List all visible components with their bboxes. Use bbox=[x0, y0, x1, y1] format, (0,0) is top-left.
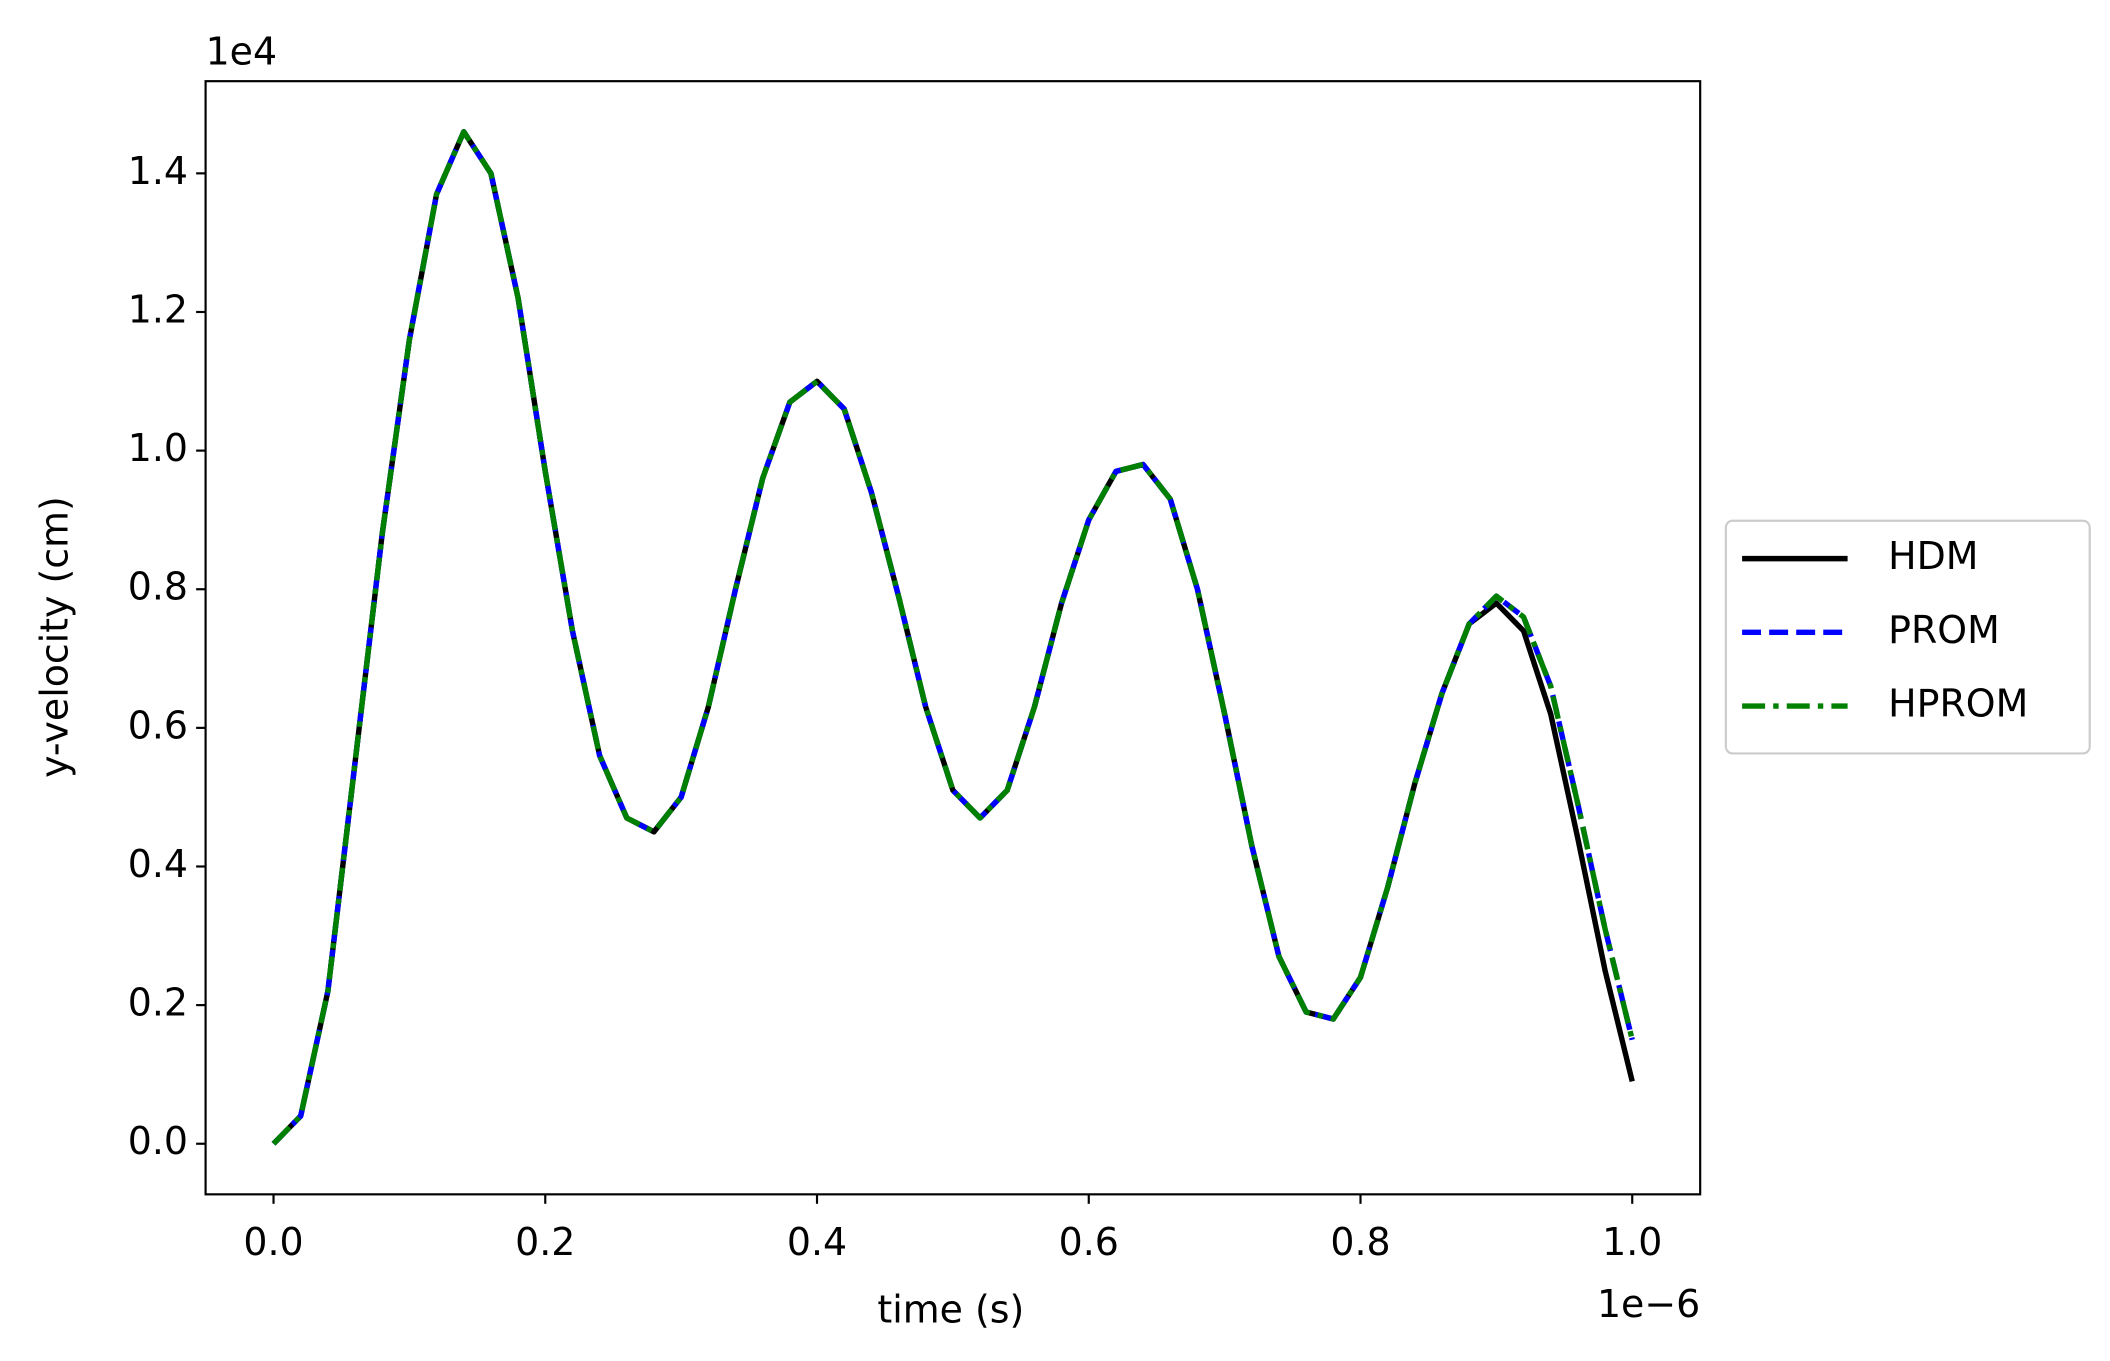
x-tick-label: 0.2 bbox=[515, 1220, 575, 1264]
line-series bbox=[271, 129, 1635, 1146]
legend-box bbox=[1724, 519, 2091, 755]
y-tick-label: 1.0 bbox=[128, 426, 188, 470]
plot-frame bbox=[204, 80, 1702, 1196]
y-tick-label: 0.2 bbox=[128, 981, 188, 1025]
x-tick-label: 0.4 bbox=[787, 1220, 847, 1264]
legend-label: HDM bbox=[1888, 534, 1978, 578]
x-axis-label: time (s) bbox=[877, 1288, 1024, 1332]
y-tick-label: 0.8 bbox=[128, 565, 188, 609]
y-tick-label: 1.4 bbox=[128, 149, 188, 193]
x-tick-label: 1.0 bbox=[1602, 1220, 1662, 1264]
y-axis-label: y-velocity (cm) bbox=[32, 496, 76, 778]
x-tick-label: 0.6 bbox=[1059, 1220, 1119, 1264]
y-tick-label: 0.4 bbox=[128, 842, 188, 886]
y-offset-label: 1e4 bbox=[206, 30, 277, 74]
line-series bbox=[271, 129, 1635, 1146]
y-tick-label: 0.0 bbox=[128, 1119, 188, 1163]
legend-label: PROM bbox=[1888, 608, 2000, 652]
x-offset-label: 1e−6 bbox=[1597, 1282, 1700, 1326]
x-tick-label: 0.0 bbox=[243, 1220, 303, 1264]
y-tick-label: 1.2 bbox=[128, 287, 188, 331]
x-tick-label: 0.8 bbox=[1330, 1220, 1390, 1264]
line-series bbox=[271, 129, 1635, 1146]
y-tick-label: 0.6 bbox=[128, 703, 188, 747]
legend-label: HPROM bbox=[1888, 682, 2028, 726]
